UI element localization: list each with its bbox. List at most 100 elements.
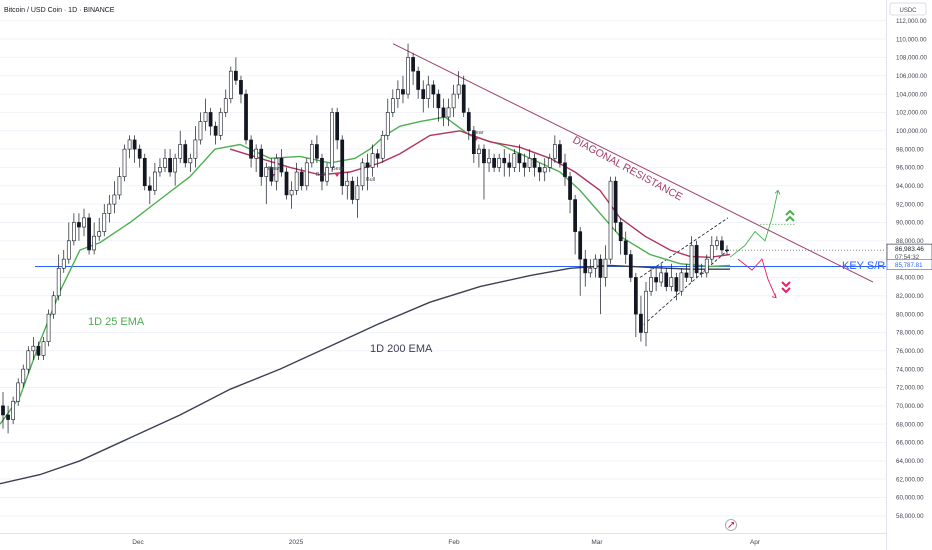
- candle-body: [659, 272, 664, 283]
- bull-arrowhead: [774, 189, 781, 195]
- candle-body: [558, 144, 562, 164]
- candle-body: [628, 254, 633, 278]
- candle-body: [380, 135, 385, 159]
- candle-body: [259, 148, 264, 177]
- candle-body: [502, 157, 507, 164]
- candle-body: [573, 199, 577, 232]
- candle-body: [563, 162, 567, 177]
- key-sr-label: KEY S/R: [842, 260, 885, 272]
- candle-body: [623, 240, 628, 255]
- candle-body: [588, 267, 593, 274]
- candle-body: [234, 70, 238, 81]
- price-tick-label: 60,000.00: [896, 495, 924, 502]
- price-tick-label: 84,000.00: [896, 275, 924, 282]
- candle-body: [679, 272, 684, 292]
- candle-body: [51, 295, 56, 315]
- price-tick-label: 90,000.00: [896, 220, 924, 227]
- candle-body: [527, 157, 532, 168]
- countdown-value: 07:54:32: [895, 254, 920, 261]
- candle-body: [228, 70, 233, 99]
- last-price-value: 86,983.46: [895, 246, 924, 253]
- price-tick-label: 92,000.00: [896, 201, 924, 208]
- candle-body: [406, 57, 410, 95]
- candle-body: [188, 157, 193, 164]
- candle-body: [87, 217, 91, 251]
- candle-body: [487, 157, 491, 164]
- candle-body: [375, 153, 380, 159]
- candle-body: [173, 157, 178, 173]
- candle-body: [385, 112, 390, 136]
- candle-body: [1, 405, 5, 416]
- price-tick-label: 80,000.00: [896, 311, 924, 318]
- candle-body: [112, 194, 117, 205]
- candle-body: [547, 157, 552, 168]
- candle-body: [664, 272, 669, 287]
- candle-body: [608, 180, 613, 260]
- candle-body: [416, 70, 421, 90]
- candle-body: [715, 240, 719, 246]
- candle-body: [396, 89, 400, 99]
- candle-body: [720, 240, 724, 251]
- candle-body: [77, 222, 81, 228]
- candle-body: [46, 313, 51, 342]
- candle-body: [568, 176, 572, 200]
- price-tick-label: 100,000.00: [896, 128, 928, 135]
- time-axis[interactable]: Dec 2025 Feb Mar Apr: [0, 533, 886, 550]
- candle-body: [542, 167, 547, 173]
- candle-body: [56, 267, 61, 297]
- candle-body: [532, 157, 537, 168]
- candle-body: [107, 203, 112, 214]
- candle-body: [583, 258, 588, 274]
- candle-body: [552, 144, 557, 159]
- candle-body: [254, 148, 259, 159]
- candle-body: [689, 245, 694, 278]
- time-tick-label: Apr: [750, 539, 761, 546]
- candle-body: [390, 98, 395, 113]
- price-tick-label: 102,000.00: [896, 110, 928, 117]
- ema-short-line: [229, 130, 731, 259]
- candle-body: [289, 190, 294, 196]
- price-tick-label: 70,000.00: [896, 403, 924, 410]
- bear-target-icon: [781, 281, 791, 294]
- candle-body: [163, 157, 167, 168]
- candle-body: [512, 153, 517, 168]
- candle-body: [330, 112, 334, 168]
- candle-body: [61, 258, 66, 269]
- replay-icon[interactable]: [725, 519, 737, 531]
- candle-body: [31, 345, 36, 352]
- candle-body: [284, 171, 289, 196]
- signal-label: Bear: [332, 166, 344, 172]
- candle-body: [239, 80, 243, 95]
- candle-body: [639, 313, 643, 333]
- ema25-line: [0, 116, 731, 425]
- candle-body: [92, 235, 97, 251]
- candle-body: [477, 148, 481, 154]
- candle-body: [492, 157, 496, 168]
- price-axis[interactable]: USDC 112,000.00 110,000.00 108,000.00 106,0…: [886, 0, 932, 550]
- candle-body: [360, 162, 365, 187]
- price-tick-label: 96,000.00: [896, 165, 924, 172]
- price-tick-label: 76,000.00: [896, 348, 924, 355]
- candle-body: [644, 290, 648, 333]
- candle-body: [446, 107, 451, 118]
- candle-body: [633, 277, 638, 315]
- currency-badge[interactable]: [889, 2, 927, 16]
- candle-body: [11, 400, 15, 420]
- candle-body: [183, 144, 188, 164]
- candle-body: [315, 144, 319, 159]
- candle-body: [411, 57, 415, 72]
- price-tick-label: 106,000.00: [896, 73, 928, 80]
- candle-body: [132, 139, 137, 150]
- price-tick-label: 108,000.00: [896, 55, 928, 62]
- price-tick-label: 64,000.00: [896, 458, 924, 465]
- candle-body: [593, 258, 598, 269]
- candle-body: [223, 98, 228, 113]
- candle-body: [578, 231, 583, 260]
- time-tick-label: Mar: [591, 539, 603, 546]
- candle-body: [350, 180, 355, 200]
- candle-body: [456, 84, 461, 95]
- candle-body: [304, 162, 309, 187]
- price-tick-label: 110,000.00: [896, 36, 927, 43]
